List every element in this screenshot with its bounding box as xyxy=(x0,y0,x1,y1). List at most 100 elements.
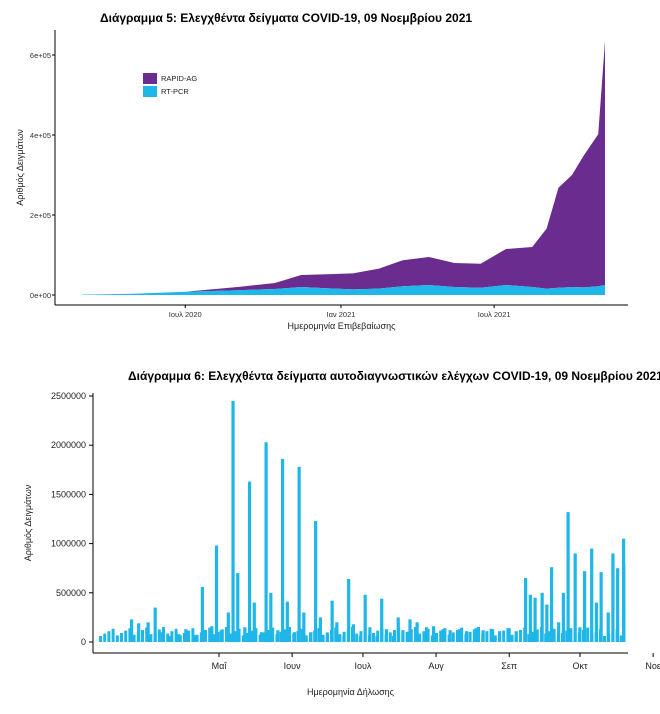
bar-baseline xyxy=(414,627,417,642)
bar-baseline xyxy=(540,627,543,642)
bar-baseline xyxy=(615,628,619,642)
y-tick-label: 2000000 xyxy=(51,440,86,450)
bar-baseline xyxy=(472,629,476,642)
bar-baseline xyxy=(523,627,527,642)
bar xyxy=(193,635,197,642)
bar-baseline xyxy=(405,631,409,642)
bar-baseline xyxy=(325,632,329,642)
bar-baseline xyxy=(166,633,170,642)
bar-baseline xyxy=(548,631,552,642)
bar-baseline xyxy=(225,627,228,642)
bar-baseline xyxy=(577,632,581,642)
bar-baseline xyxy=(552,628,556,642)
bar-baseline xyxy=(502,630,506,642)
bar-series xyxy=(99,400,626,642)
bar-baseline xyxy=(430,635,434,642)
bar-baseline xyxy=(594,631,598,642)
legend-swatch-rt-pcr xyxy=(143,86,157,97)
y-tick-label: 2500000 xyxy=(51,391,86,401)
bar-baseline xyxy=(439,630,443,642)
bar-baseline xyxy=(514,632,518,642)
bar-chart-svg: Διάγραμμα 6: Ελεγχθέντα δείγματα αυτοδια… xyxy=(23,369,660,697)
bar-baseline xyxy=(443,628,447,642)
bar xyxy=(210,626,214,642)
bar-baseline xyxy=(241,635,245,642)
bar-baseline xyxy=(220,629,224,642)
bar-baseline xyxy=(233,631,237,642)
bar xyxy=(599,572,603,642)
series-rapid-ag-area xyxy=(82,41,605,295)
bar-baseline xyxy=(208,627,212,642)
x-tick-label: Ιαν 2021 xyxy=(326,310,355,319)
bar-baseline xyxy=(271,627,275,642)
bar xyxy=(566,512,570,642)
bar-baseline xyxy=(388,632,392,642)
bar-baseline xyxy=(254,628,258,642)
bar xyxy=(285,601,289,642)
bar-baseline xyxy=(351,627,354,642)
bar xyxy=(622,564,626,642)
bar-baseline xyxy=(111,628,115,642)
bar xyxy=(297,466,301,642)
bar-baseline xyxy=(527,634,531,642)
bar-baseline xyxy=(115,635,119,642)
bar xyxy=(457,629,462,642)
bar-baseline xyxy=(229,633,233,642)
bar-baseline xyxy=(531,631,535,642)
self-test-bar-chart: Διάγραμμα 6: Ελεγχθέντα δείγματα αυτοδια… xyxy=(0,355,660,714)
bar xyxy=(281,458,285,642)
bar-baseline xyxy=(149,634,153,642)
bar xyxy=(424,627,429,642)
y-tick-label: 0 xyxy=(81,637,86,647)
bar-baseline xyxy=(292,633,296,642)
bar-baseline xyxy=(212,634,216,642)
x-tick-label: Μαΐ xyxy=(212,661,228,671)
bar xyxy=(130,619,134,642)
bar-baseline xyxy=(380,628,384,642)
bar-baseline xyxy=(204,630,207,642)
bar-baseline xyxy=(170,631,174,642)
bar-baseline xyxy=(317,628,321,642)
bar-baseline xyxy=(338,634,342,642)
bar-baseline xyxy=(498,633,501,642)
bar-baseline xyxy=(187,630,191,642)
bar xyxy=(380,598,384,642)
bar xyxy=(214,545,219,642)
bar-baseline xyxy=(199,632,203,642)
y-tick-label: 500000 xyxy=(56,588,86,598)
bar xyxy=(236,573,240,642)
bar xyxy=(611,553,615,642)
bar xyxy=(606,612,610,642)
bar xyxy=(269,592,273,642)
bar-baseline xyxy=(468,631,472,642)
bar-baseline xyxy=(535,629,539,642)
bar-baseline xyxy=(334,627,338,642)
bar-baseline xyxy=(544,633,548,642)
bar-baseline xyxy=(586,627,590,642)
bar xyxy=(540,592,544,642)
bar-baseline xyxy=(376,630,380,642)
bar xyxy=(177,634,181,642)
x-tick-label: Ιουλ 2020 xyxy=(169,310,202,319)
bar xyxy=(583,571,587,642)
bar-baseline xyxy=(367,635,371,642)
bar xyxy=(616,568,620,642)
y-tick-label: 1500000 xyxy=(51,489,86,499)
bar-baseline xyxy=(603,636,606,642)
bar-baseline xyxy=(435,633,438,642)
bar-baseline xyxy=(384,634,388,642)
bar-baseline xyxy=(153,631,157,642)
bar-baseline xyxy=(456,630,459,642)
chart-title: Διάγραμμα 5: Ελεγχθέντα δείγματα COVID-1… xyxy=(100,11,472,25)
bar xyxy=(533,597,537,642)
bar-baseline xyxy=(561,633,564,642)
bar xyxy=(590,548,594,642)
bar-baseline xyxy=(132,634,136,642)
bar-baseline xyxy=(489,628,493,642)
x-tick-label: Οκτ xyxy=(572,661,588,671)
y-tick-label: 1000000 xyxy=(51,539,86,549)
bar xyxy=(330,600,334,642)
bar-baseline xyxy=(246,633,249,642)
x-tick-label: Νοε xyxy=(645,661,660,671)
legend-label-rapid-ag: RAPID-AG xyxy=(161,74,197,83)
